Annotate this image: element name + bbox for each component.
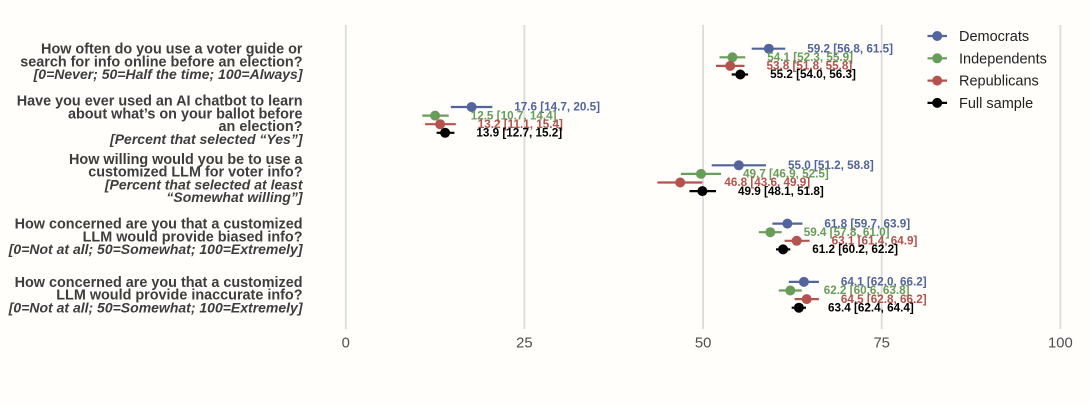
svg-text:13.9 [12.7, 15.2]: 13.9 [12.7, 15.2] <box>476 127 562 140</box>
svg-text:[Percent that selected “Yes”]: [Percent that selected “Yes”] <box>109 131 304 147</box>
svg-text:25: 25 <box>516 336 532 352</box>
svg-text:46.8 [43.6, 49.9]: 46.8 [43.6, 49.9] <box>724 176 810 189</box>
svg-text:[0=Not at all; 50=Somewhat; 10: [0=Not at all; 50=Somewhat; 100=Extremel… <box>8 241 304 257</box>
svg-text:54.1 [52.3, 55.9]: 54.1 [52.3, 55.9] <box>767 51 853 64</box>
svg-text:0: 0 <box>342 336 350 352</box>
svg-text:61.2 [60.2, 62.2]: 61.2 [60.2, 62.2] <box>812 243 898 256</box>
svg-text:55.0 [51.2, 58.8]: 55.0 [51.2, 58.8] <box>788 159 874 172</box>
svg-text:100: 100 <box>1048 336 1073 352</box>
svg-text:63.1 [61.4, 64.9]: 63.1 [61.4, 64.9] <box>832 235 918 248</box>
svg-text:How often do you use a voter g: How often do you use a voter guide or <box>41 42 303 58</box>
svg-text:Full sample: Full sample <box>959 96 1033 112</box>
svg-text:61.8 [59.7, 63.9]: 61.8 [59.7, 63.9] <box>824 217 910 230</box>
svg-text:Have you ever used an AI chatb: Have you ever used an AI chatbot to lear… <box>17 94 303 110</box>
svg-text:59.4 [57.8, 61.0]: 59.4 [57.8, 61.0] <box>804 226 890 239</box>
svg-text:13.2 [11.1, 15.4]: 13.2 [11.1, 15.4] <box>478 118 563 131</box>
svg-text:55.2 [54.0, 56.3]: 55.2 [54.0, 56.3] <box>770 68 856 81</box>
svg-text:How concerned are you that a c: How concerned are you that a customized <box>15 275 303 291</box>
svg-text:62.2 [60.6, 63.8]: 62.2 [60.6, 63.8] <box>824 284 910 297</box>
svg-text:search for info online before: search for info online before an electio… <box>20 54 302 70</box>
svg-text:an election?: an election? <box>219 119 303 135</box>
svg-text:50: 50 <box>695 336 711 352</box>
svg-text:64.1 [62.0, 66.2]: 64.1 [62.0, 66.2] <box>841 276 927 289</box>
svg-text:Democrats: Democrats <box>959 29 1029 45</box>
svg-text:customized LLM for voter info?: customized LLM for voter info? <box>88 165 302 181</box>
svg-text:12.5 [10.7, 14.4]: 12.5 [10.7, 14.4] <box>471 109 557 122</box>
svg-text:How willing would you be to us: How willing would you be to use a <box>69 152 303 168</box>
svg-text:63.4 [62.4, 64.4]: 63.4 [62.4, 64.4] <box>828 301 914 314</box>
svg-text:Independents: Independents <box>959 51 1047 67</box>
svg-text:17.6 [14.7, 20.5]: 17.6 [14.7, 20.5] <box>514 101 600 114</box>
svg-text:LLM would provide biased info?: LLM would provide biased info? <box>83 229 303 245</box>
svg-text:75: 75 <box>873 336 889 352</box>
svg-text:[0=Never; 50=Half the time; 10: [0=Never; 50=Half the time; 100=Always] <box>33 66 304 82</box>
svg-text:64.5 [62.8, 66.2]: 64.5 [62.8, 66.2] <box>841 293 927 306</box>
svg-text:49.9 [48.1, 51.8]: 49.9 [48.1, 51.8] <box>738 185 824 198</box>
svg-text:“Somewhat willing”]: “Somewhat willing”] <box>166 189 303 205</box>
svg-text:[Percent that selected at leas: [Percent that selected at least <box>104 176 304 192</box>
svg-text:53.8 [51.8, 55.8]: 53.8 [51.8, 55.8] <box>767 60 853 73</box>
svg-text:about what’s on your ballot be: about what’s on your ballot before <box>68 106 303 122</box>
svg-text:LLM would provide inaccurate i: LLM would provide inaccurate info? <box>56 288 302 304</box>
svg-text:59.2 [56.8, 61.5]: 59.2 [56.8, 61.5] <box>807 42 893 55</box>
svg-text:Republicans: Republicans <box>959 74 1039 90</box>
svg-text:49.7 [46.9, 52.5]: 49.7 [46.9, 52.5] <box>743 168 829 181</box>
svg-text:How concerned are you that a c: How concerned are you that a customized <box>15 217 303 233</box>
svg-text:[0=Not at all; 50=Somewhat; 10: [0=Not at all; 50=Somewhat; 100=Extremel… <box>8 299 304 315</box>
